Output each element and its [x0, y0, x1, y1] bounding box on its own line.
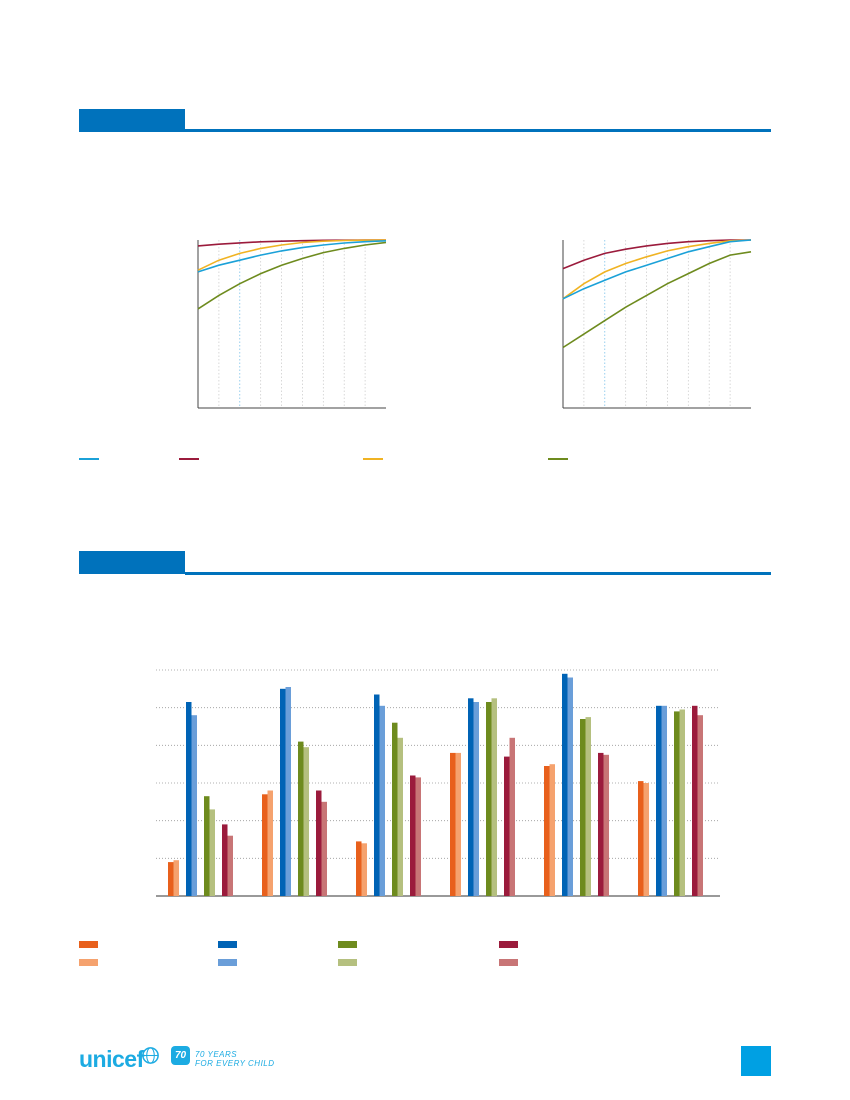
unicef-logo: unicef	[79, 1046, 144, 1072]
series-line-2-2	[562, 239, 752, 300]
bar-g1-s7	[321, 801, 327, 896]
bar-g4-s2	[562, 673, 568, 896]
bar-g1-s5	[303, 747, 309, 896]
line-chart-left	[197, 239, 387, 409]
bar-g5-s5	[679, 709, 685, 896]
bar-g3-s1	[455, 752, 461, 896]
bar-g3-s4	[486, 702, 492, 896]
bar-g0-s0	[168, 862, 174, 896]
bar-g3-s6	[504, 756, 510, 896]
series-line-1-2	[197, 240, 387, 273]
bar-g4-s4	[580, 719, 586, 896]
bar-g0-s4	[204, 796, 210, 896]
bar-g4-s0	[544, 766, 550, 896]
bar-g1-s1	[267, 790, 273, 896]
bar-g2-s3	[379, 705, 385, 896]
bar-g1-s6	[316, 790, 322, 896]
series-line-2-3	[562, 251, 752, 349]
bar-chart	[156, 669, 720, 897]
section-1-tab	[79, 109, 185, 132]
section-1-rule	[185, 129, 771, 132]
bar-g5-s6	[692, 705, 698, 896]
bar-g2-s7	[415, 777, 421, 896]
bar-g4-s1	[549, 764, 555, 896]
page-number-box	[741, 1046, 771, 1076]
tagline-line-1: 70 YEARS	[195, 1050, 238, 1059]
bar-g2-s2	[374, 694, 380, 896]
bar-g2-s1	[361, 843, 367, 896]
bar-g2-s6	[410, 775, 416, 896]
legend-bottom-swatch-2	[338, 941, 357, 948]
bar-g5-s1	[643, 783, 649, 896]
bar-g2-s4	[392, 722, 398, 896]
bar-g1-s0	[262, 794, 268, 896]
bar-g0-s5	[209, 809, 215, 896]
legend-bottom-swatch-6	[338, 959, 357, 966]
section-2-tab	[79, 551, 185, 574]
tagline-line-2: FOR EVERY CHILD	[195, 1059, 275, 1068]
series-line-2-1	[562, 239, 752, 300]
legend-bottom-swatch-3	[499, 941, 518, 948]
series-line-1-1	[197, 239, 387, 271]
footer-tagline: 70 YEARS FOR EVERY CHILD	[195, 1050, 275, 1068]
bar-g0-s6	[222, 824, 228, 896]
legend-bottom-swatch-5	[218, 959, 237, 966]
series-line-2-0	[562, 239, 751, 270]
legend-top-swatch-2	[363, 458, 383, 460]
bar-g1-s4	[298, 741, 304, 896]
bar-g0-s7	[227, 835, 233, 896]
bar-g0-s3	[191, 715, 197, 896]
bar-g3-s2	[468, 698, 474, 897]
bar-g4-s7	[603, 754, 609, 897]
legend-top-swatch-1	[179, 458, 199, 460]
bar-g5-s7	[697, 715, 703, 896]
series-line-1-3	[197, 241, 387, 310]
bar-g4-s5	[585, 717, 591, 896]
legend-bottom-swatch-1	[218, 941, 237, 948]
unicef-globe-icon	[142, 1047, 159, 1064]
legend-bottom-swatch-4	[79, 959, 98, 966]
bar-g2-s0	[356, 841, 362, 896]
bar-g3-s5	[491, 698, 497, 897]
bar-g3-s0	[450, 752, 456, 896]
bar-g3-s7	[509, 737, 515, 896]
legend-bottom-swatch-0	[79, 941, 98, 948]
legend-bottom-swatch-7	[499, 959, 518, 966]
bar-g0-s1	[173, 860, 179, 896]
section-2-rule	[185, 572, 771, 575]
bar-g0-s2	[186, 702, 192, 896]
bar-g5-s0	[638, 781, 644, 896]
line-chart-right	[562, 239, 752, 409]
bar-g4-s3	[567, 677, 573, 896]
bar-g5-s4	[674, 711, 680, 896]
legend-top-swatch-3	[548, 458, 568, 460]
bar-g5-s2	[656, 705, 662, 896]
bar-g1-s3	[285, 687, 291, 896]
bar-g3-s3	[473, 702, 479, 896]
legend-top-swatch-0	[79, 458, 99, 460]
bar-g1-s2	[280, 688, 286, 896]
bar-g4-s6	[598, 752, 604, 896]
bar-g5-s3	[661, 705, 667, 896]
anniversary-badge: 70	[171, 1046, 190, 1065]
bar-g2-s5	[397, 737, 403, 896]
